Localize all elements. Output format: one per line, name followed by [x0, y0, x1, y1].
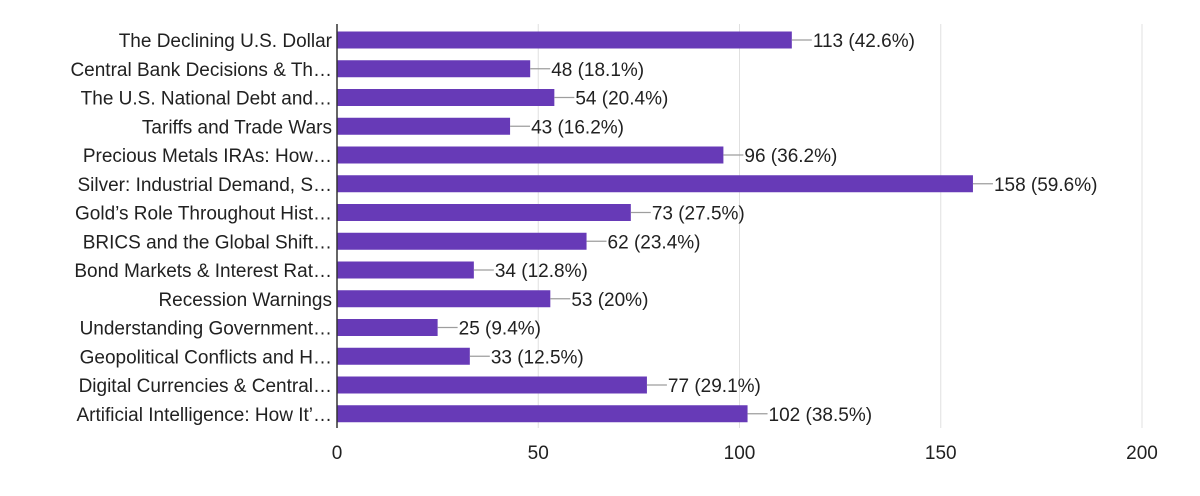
value-label: 113 (42.6%)	[813, 31, 915, 52]
category-label: Understanding Government…	[80, 319, 332, 340]
bar	[337, 31, 792, 49]
category-label: The Declining U.S. Dollar	[119, 31, 333, 52]
bar	[337, 60, 531, 78]
bar	[337, 89, 555, 106]
value-label: 73 (27.5%)	[652, 204, 745, 225]
category-label: Geopolitical Conflicts and H…	[80, 347, 332, 368]
category-label: Bond Markets & Interest Rat…	[74, 261, 332, 282]
value-label: 54 (20.4%)	[575, 89, 668, 110]
bar	[337, 376, 647, 394]
value-label: 53 (20%)	[571, 290, 648, 311]
bar	[337, 347, 470, 365]
value-label: 158 (59.6%)	[994, 175, 1098, 196]
bar	[337, 117, 511, 135]
value-label: 43 (16.2%)	[531, 117, 624, 138]
x-tick-label: 200	[1126, 443, 1158, 464]
bar	[337, 232, 587, 250]
value-label: 62 (23.4%)	[608, 232, 701, 253]
value-label: 34 (12.8%)	[495, 261, 588, 282]
category-label: Digital Currencies & Central…	[79, 376, 332, 397]
value-label: 102 (38.5%)	[769, 405, 873, 426]
x-tick-label: 100	[724, 443, 756, 464]
category-label: Precious Metals IRAs: How…	[83, 146, 332, 167]
value-label: 77 (29.1%)	[668, 376, 761, 397]
bar	[337, 175, 973, 193]
bar	[337, 405, 748, 423]
category-label: Gold’s Role Throughout Hist…	[75, 204, 332, 225]
bar	[337, 204, 631, 221]
value-labels: 113 (42.6%) 48 (18.1%) 54 (20.4%) 43 (16.2%…	[437, 31, 1098, 426]
x-tick-label: 0	[332, 443, 343, 464]
bar	[337, 290, 551, 308]
bars-layer	[337, 31, 973, 423]
bar	[337, 319, 438, 336]
category-label: Silver: Industrial Demand, S…	[78, 175, 333, 196]
category-labels: The Declining U.S. Dollar Central Bank De…	[70, 31, 332, 426]
value-label: 33 (12.5%)	[491, 347, 584, 368]
value-label: 96 (36.2%)	[744, 146, 837, 167]
grid-layer	[537, 24, 1143, 428]
value-label: 48 (18.1%)	[551, 60, 644, 81]
value-label: 25 (9.4%)	[459, 319, 541, 340]
category-label: The U.S. National Debt and…	[81, 89, 332, 110]
x-axis-ticks: 0 50 100 150 200	[332, 443, 1158, 464]
x-tick-label: 50	[528, 443, 549, 464]
bar	[337, 261, 474, 279]
category-label: BRICS and the Global Shift…	[83, 232, 332, 253]
category-label: Tariffs and Trade Wars	[142, 117, 332, 138]
bar	[337, 146, 724, 164]
category-label: Recession Warnings	[158, 290, 332, 311]
category-label: Central Bank Decisions & Th…	[70, 60, 332, 81]
x-tick-label: 150	[925, 443, 957, 464]
category-label: Artificial Intelligence: How It’…	[76, 405, 332, 426]
